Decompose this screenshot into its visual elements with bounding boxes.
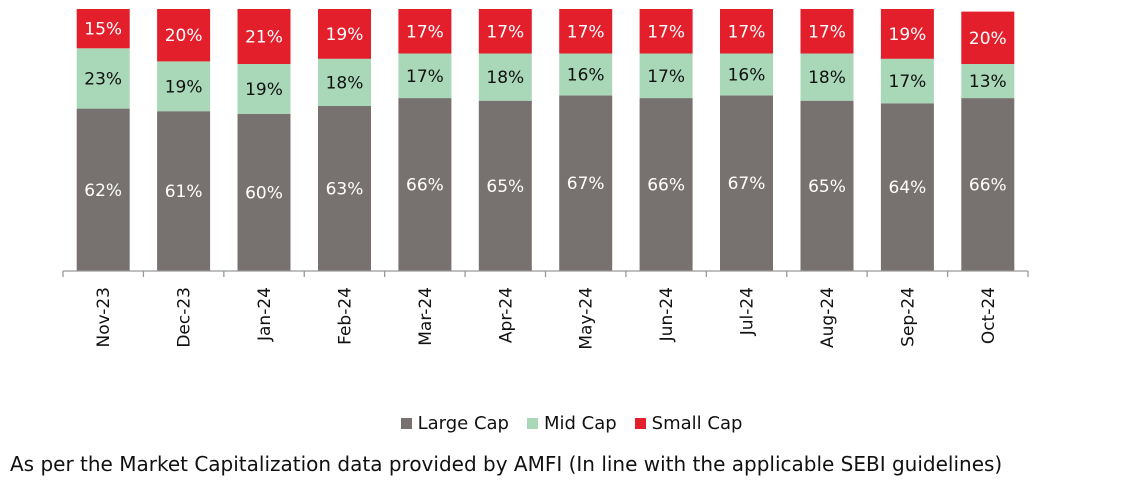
stacked-bar-chart: 62% 23% 15% Nov-23 61% 19% 20% Dec-23 60% 19% 21% J… <box>62 9 1029 350</box>
data-label-large-cap-jun-24: 66% <box>647 176 685 196</box>
data-label-mid-cap-nov-23: 23% <box>84 69 122 89</box>
data-label-large-cap-nov-23: 62% <box>84 181 122 201</box>
x-tick-label-jun-24: Jun-24 <box>657 287 677 342</box>
chart-legend: Large Cap Mid Cap Small Cap <box>0 413 1143 434</box>
x-tick-label-aug-24: Aug-24 <box>818 287 838 348</box>
bar-large-cap-jun-24 <box>639 98 693 271</box>
bar-mid-cap-jun-24 <box>639 53 693 98</box>
data-label-large-cap-sep-24: 64% <box>889 178 927 198</box>
data-label-mid-cap-feb-24: 18% <box>326 73 364 93</box>
data-label-large-cap-apr-24: 65% <box>486 177 524 197</box>
bar-small-cap-jul-24 <box>720 9 773 54</box>
bar-small-cap-jan-24 <box>237 9 291 64</box>
bar-mid-cap-oct-24 <box>961 64 1015 99</box>
data-label-mid-cap-sep-24: 17% <box>889 72 927 92</box>
x-tick-label-feb-24: Feb-24 <box>335 287 355 345</box>
x-tick-label-jan-24: Jan-24 <box>255 287 275 342</box>
bar-large-cap-may-24 <box>559 95 613 271</box>
data-label-mid-cap-aug-24: 18% <box>808 68 846 88</box>
bar-mid-cap-feb-24 <box>318 58 371 106</box>
bar-small-cap-apr-24 <box>478 9 532 54</box>
bar-large-cap-oct-24 <box>961 98 1015 271</box>
data-label-large-cap-aug-24: 65% <box>808 177 846 197</box>
data-label-large-cap-mar-24: 66% <box>406 176 444 196</box>
legend-label-small-cap: Small Cap <box>651 413 743 434</box>
data-label-large-cap-may-24: 67% <box>567 174 605 194</box>
bar-small-cap-sep-24 <box>880 9 934 59</box>
legend-swatch-large-cap <box>400 418 412 429</box>
bar-large-cap-mar-24 <box>398 98 452 271</box>
x-tick-label-nov-23: Nov-23 <box>94 287 114 348</box>
data-label-large-cap-jul-24: 67% <box>728 174 766 194</box>
data-label-large-cap-dec-23: 61% <box>165 182 203 202</box>
bar-small-cap-mar-24 <box>398 9 452 54</box>
bar-large-cap-aug-24 <box>800 100 854 271</box>
bar-large-cap-sep-24 <box>880 103 934 271</box>
data-label-small-cap-oct-24: 20% <box>969 29 1007 49</box>
bar-mid-cap-nov-23 <box>76 48 130 109</box>
legend-label-mid-cap: Mid Cap <box>543 413 617 434</box>
data-label-small-cap-dec-23: 20% <box>165 26 203 46</box>
bar-mid-cap-apr-24 <box>478 53 532 101</box>
bar-small-cap-feb-24 <box>318 9 371 59</box>
legend-item-small-cap: Small Cap <box>634 413 743 434</box>
data-label-mid-cap-may-24: 16% <box>567 66 605 86</box>
bar-mid-cap-jul-24 <box>720 53 773 96</box>
x-tick-label-oct-24: Oct-24 <box>979 287 999 344</box>
data-label-mid-cap-oct-24: 13% <box>969 72 1007 92</box>
legend-swatch-mid-cap <box>526 418 538 429</box>
data-label-small-cap-sep-24: 19% <box>889 25 927 45</box>
data-label-mid-cap-jan-24: 19% <box>245 80 283 100</box>
footnote: As per the Market Capitalization data pr… <box>10 452 1003 476</box>
legend-item-large-cap: Large Cap <box>400 413 509 434</box>
x-tick-label-may-24: May-24 <box>577 287 597 350</box>
bar-mid-cap-mar-24 <box>398 53 452 98</box>
data-label-large-cap-feb-24: 63% <box>326 180 364 200</box>
legend-item-mid-cap: Mid Cap <box>526 413 617 434</box>
bar-mid-cap-may-24 <box>559 53 613 96</box>
data-label-mid-cap-jun-24: 17% <box>647 67 685 87</box>
bar-small-cap-oct-24 <box>961 11 1015 65</box>
x-tick-label-mar-24: Mar-24 <box>416 287 436 346</box>
data-label-small-cap-feb-24: 19% <box>326 25 364 45</box>
data-label-small-cap-jan-24: 21% <box>245 28 283 48</box>
bar-large-cap-jul-24 <box>720 95 773 271</box>
bar-mid-cap-sep-24 <box>880 58 934 104</box>
bar-large-cap-nov-23 <box>76 108 130 271</box>
data-label-small-cap-aug-24: 17% <box>808 22 846 42</box>
bar-small-cap-nov-23 <box>76 9 130 49</box>
x-tick-label-jul-24: Jul-24 <box>738 287 758 336</box>
bar-large-cap-feb-24 <box>318 105 371 272</box>
data-label-small-cap-apr-24: 17% <box>486 22 524 42</box>
bar-small-cap-aug-24 <box>800 9 854 54</box>
data-label-small-cap-jul-24: 17% <box>728 22 766 42</box>
bar-small-cap-dec-23 <box>157 9 211 62</box>
data-label-large-cap-oct-24: 66% <box>969 176 1007 196</box>
data-label-large-cap-jan-24: 60% <box>245 183 283 203</box>
data-label-mid-cap-dec-23: 19% <box>165 77 203 97</box>
bar-mid-cap-dec-23 <box>157 61 211 112</box>
bar-small-cap-may-24 <box>559 9 613 54</box>
data-label-mid-cap-apr-24: 18% <box>486 68 524 88</box>
bar-large-cap-apr-24 <box>478 100 532 271</box>
bar-mid-cap-aug-24 <box>800 53 854 101</box>
x-tick-label-dec-23: Dec-23 <box>175 287 195 348</box>
bar-large-cap-dec-23 <box>157 111 211 271</box>
data-label-small-cap-jun-24: 17% <box>647 22 685 42</box>
data-label-mid-cap-mar-24: 17% <box>406 67 444 87</box>
data-label-small-cap-nov-23: 15% <box>84 20 122 40</box>
bar-large-cap-jan-24 <box>237 113 291 271</box>
bar-small-cap-jun-24 <box>639 9 693 54</box>
bar-mid-cap-jan-24 <box>237 64 291 114</box>
data-label-mid-cap-jul-24: 16% <box>728 66 766 86</box>
data-label-small-cap-may-24: 17% <box>567 22 605 42</box>
legend-label-large-cap: Large Cap <box>417 413 509 434</box>
legend-swatch-small-cap <box>634 418 646 429</box>
data-label-small-cap-mar-24: 17% <box>406 22 444 42</box>
x-tick-label-sep-24: Sep-24 <box>898 287 918 347</box>
x-tick-label-apr-24: Apr-24 <box>496 287 516 343</box>
